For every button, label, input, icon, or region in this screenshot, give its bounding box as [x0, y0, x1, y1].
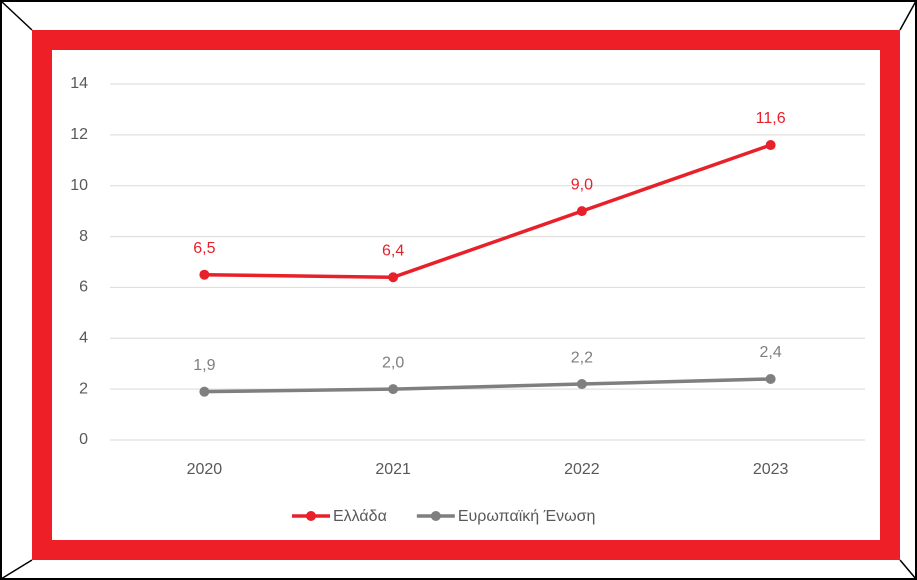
y-tick-label: 0	[79, 431, 88, 448]
frame-corner	[0, 0, 33, 31]
x-tick-label: 2023	[753, 461, 789, 478]
data-label: 9,0	[571, 176, 593, 193]
x-tick-label: 2020	[187, 461, 223, 478]
data-label: 11,6	[756, 110, 786, 127]
legend-label: Ευρωπαϊκή Ένωση	[458, 508, 596, 525]
y-tick-label: 12	[70, 126, 88, 143]
data-label: 2,2	[571, 349, 593, 366]
data-label: 2,4	[760, 344, 782, 361]
y-tick-label: 10	[70, 177, 88, 194]
series-line	[204, 377, 771, 394]
data-point	[576, 379, 587, 390]
y-tick-label: 6	[79, 279, 88, 296]
frame-corner	[899, 559, 917, 580]
y-tick-label: 4	[79, 330, 88, 347]
data-point	[199, 386, 210, 397]
y-tick-label: 8	[79, 228, 88, 245]
data-point	[576, 206, 587, 217]
data-point	[388, 384, 399, 395]
data-point	[388, 272, 399, 283]
y-tick-label: 14	[70, 75, 88, 92]
frame-corner	[0, 559, 33, 580]
data-label: 6,5	[193, 240, 215, 257]
data-point	[765, 373, 776, 384]
data-label: 2,0	[382, 354, 404, 371]
data-label: 1,9	[193, 357, 215, 374]
data-point	[199, 269, 210, 280]
legend-marker	[306, 511, 316, 521]
data-label: 6,4	[382, 242, 404, 259]
x-tick-label: 2021	[375, 461, 411, 478]
data-point	[765, 140, 776, 151]
y-tick-label: 2	[79, 380, 88, 397]
x-tick-label: 2022	[564, 461, 600, 478]
chart-area	[52, 50, 880, 540]
series-line	[204, 143, 772, 280]
legend-marker	[430, 511, 441, 521]
legend-label: Ελλάδα	[333, 508, 387, 525]
frame-corner	[899, 0, 917, 31]
